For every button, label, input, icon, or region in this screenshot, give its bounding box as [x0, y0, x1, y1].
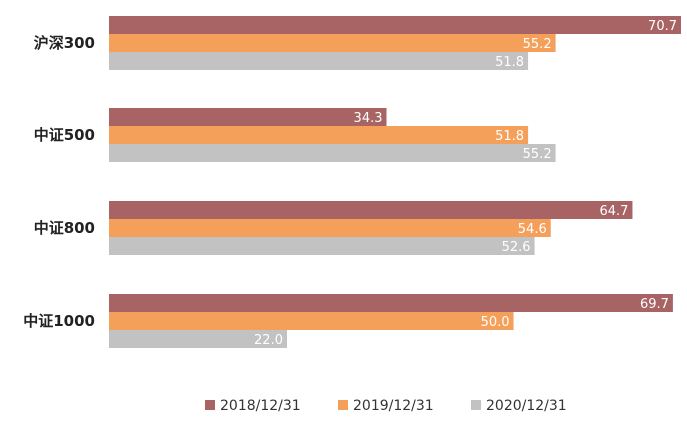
legend-swatch: [471, 400, 481, 410]
legend-label: 2018/12/31: [220, 398, 301, 414]
legend: 2018/12/31 2019/12/31 2020/12/31: [205, 398, 567, 414]
legend-label: 2019/12/31: [353, 398, 434, 414]
data-label: 54.6: [518, 222, 547, 237]
data-label: 22.0: [254, 333, 283, 348]
bar-1-2: [109, 34, 556, 52]
data-label: 51.8: [495, 55, 524, 70]
legend-item: 2020/12/31: [471, 398, 567, 414]
bar-3-2: [109, 219, 551, 237]
bar-1-3: [109, 52, 529, 70]
legend-swatch: [205, 400, 215, 410]
data-label: 51.8: [495, 129, 524, 144]
data-label: 55.2: [523, 37, 552, 52]
data-label: 55.2: [523, 147, 552, 162]
legend-label: 2020/12/31: [486, 398, 567, 414]
legend-item: 2019/12/31: [338, 398, 434, 414]
category-label: 中证500: [34, 126, 95, 144]
data-label: 50.0: [481, 315, 510, 330]
legend-swatch: [338, 400, 348, 410]
category-label: 中证800: [34, 219, 95, 237]
category-label: 中证1000: [23, 312, 95, 330]
bar-1-1: [109, 16, 681, 34]
data-label: 52.6: [502, 240, 531, 255]
bar-2-2: [109, 126, 529, 144]
bar-4-3: [109, 330, 287, 348]
bar-3-3: [109, 237, 535, 255]
data-label: 64.7: [600, 204, 629, 219]
category-label: 沪深300: [34, 34, 95, 52]
bar-4-2: [109, 312, 514, 330]
bar-4-1: [109, 294, 673, 312]
data-label: 34.3: [354, 111, 383, 126]
data-label: 70.7: [648, 19, 677, 34]
data-label: 69.7: [640, 297, 669, 312]
bar-2-3: [109, 144, 556, 162]
legend-item: 2018/12/31: [205, 398, 301, 414]
bar-2-1: [109, 108, 387, 126]
bar-3-1: [109, 201, 633, 219]
